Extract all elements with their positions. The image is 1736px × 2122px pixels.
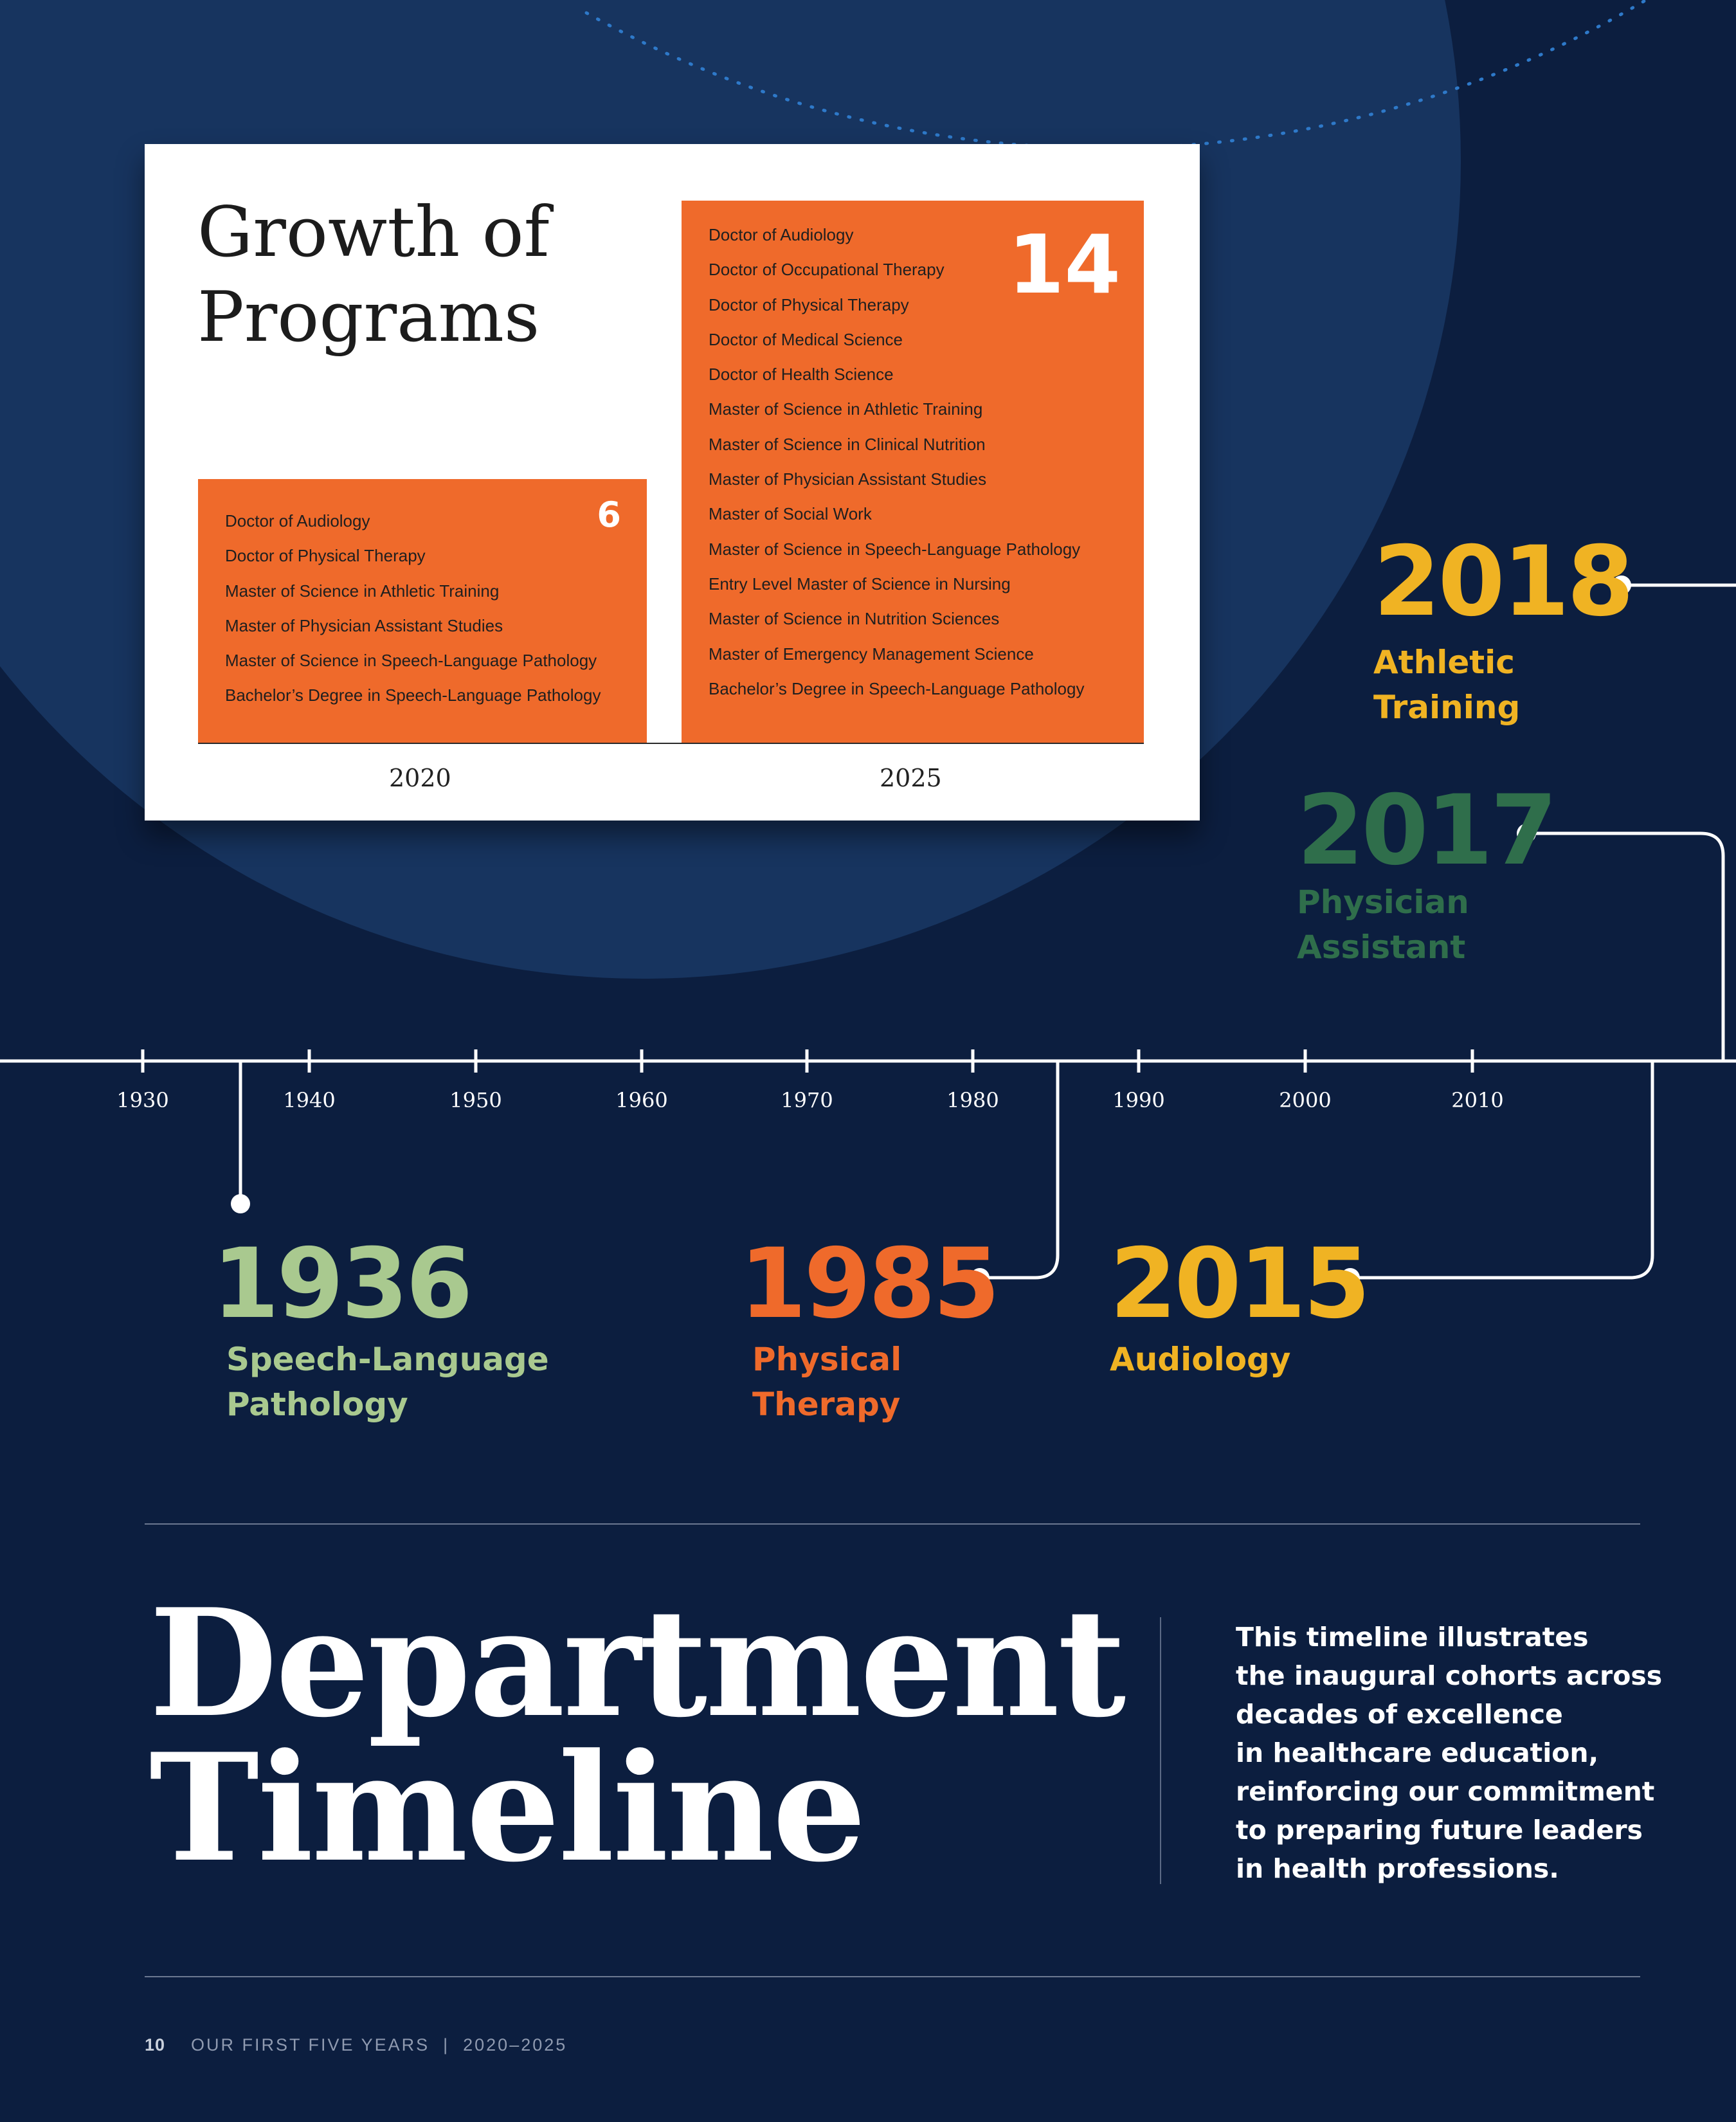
program-item: Doctor of Physical Therapy <box>225 546 426 566</box>
programs-2020-box: 6 Doctor of Audiology Doctor of Physical… <box>198 479 647 743</box>
tick-label-1960: 1960 <box>615 1088 668 1112</box>
tick-label-2010: 2010 <box>1451 1088 1504 1112</box>
year-label-2020: 2020 <box>389 764 451 792</box>
program-count-2025: 14 <box>1008 217 1121 312</box>
event-label-physical-therapy: Physical Therapy <box>752 1341 902 1423</box>
program-item: Master of Science in Athletic Training <box>225 581 500 601</box>
page-footer: 10 OUR FIRST FIVE YEARS | 2020–2025 <box>145 2035 567 2055</box>
dot-2017 <box>1517 824 1536 843</box>
card-title: Growth of Programs <box>197 192 550 358</box>
programs-2020-list: Doctor of Audiology Doctor of Physical T… <box>225 503 601 713</box>
program-item: Master of Science in Athletic Training <box>709 399 983 419</box>
program-item: Master of Science in Nutrition Sciences <box>709 609 1000 629</box>
event-year-1936: 1936 <box>212 1228 473 1340</box>
tick-label-1990: 1990 <box>1112 1088 1165 1112</box>
connector-1985 <box>980 1061 1060 1280</box>
program-item: Doctor of Occupational Therapy <box>709 260 945 280</box>
program-item: Master of Science in Speech-Language Pat… <box>225 651 597 671</box>
tick-label-1970: 1970 <box>781 1088 833 1112</box>
timeline-description: This timeline illustrates the inaugural … <box>1236 1622 1663 1884</box>
program-item: Doctor of Medical Science <box>709 329 903 349</box>
program-item: Master of Science in Speech-Language Pat… <box>709 539 1081 559</box>
page-title: Department Timeline <box>149 1577 1126 1895</box>
year-label-2025: 2025 <box>880 764 942 792</box>
tick-label-1940: 1940 <box>283 1088 336 1112</box>
program-item: Doctor of Health Science <box>709 365 894 385</box>
bottom-divider <box>145 1976 1640 1977</box>
program-item: Master of Physician Assistant Studies <box>225 615 503 635</box>
program-item: Bachelor’s Degree in Speech-Language Pat… <box>709 678 1085 698</box>
program-item: Master of Social Work <box>709 504 872 524</box>
program-count-2020: 6 <box>597 494 621 535</box>
vertical-divider <box>1160 1617 1161 1884</box>
page-number: 10 <box>145 2035 166 2054</box>
timeline-ticks <box>141 1049 1474 1073</box>
program-item: Master of Physician Assistant Studies <box>709 469 987 489</box>
program-item: Entry Level Master of Science in Nursing <box>709 574 1011 594</box>
connector-2017 <box>1526 831 1725 1061</box>
event-year-2017: 2017 <box>1297 775 1557 887</box>
tick-label-2000: 2000 <box>1279 1088 1332 1112</box>
program-item: Doctor of Audiology <box>225 511 370 530</box>
dot-2018 <box>1612 576 1631 595</box>
event-year-2018: 2018 <box>1373 526 1634 638</box>
programs-2025-list: Doctor of Audiology Doctor of Occupation… <box>709 217 1084 706</box>
programs-2025-box: 14 Doctor of Audiology Doctor of Occupat… <box>682 201 1144 743</box>
program-item: Doctor of Physical Therapy <box>709 295 909 314</box>
footer-text: OUR FIRST FIVE YEARS | 2020–2025 <box>191 2035 568 2054</box>
event-year-2015: 2015 <box>1110 1228 1370 1340</box>
tick-label-1980: 1980 <box>946 1088 999 1112</box>
card-baseline <box>198 743 1144 744</box>
event-label-audiology: Audiology <box>1110 1341 1291 1378</box>
dot-1985 <box>970 1268 990 1287</box>
dot-1936 <box>231 1194 250 1213</box>
tick-label-1930: 1930 <box>116 1088 169 1112</box>
event-label-physician-assistant: Physician Assistant <box>1297 884 1469 966</box>
event-year-1985: 1985 <box>739 1228 1000 1340</box>
program-item: Bachelor’s Degree in Speech-Language Pat… <box>225 685 601 705</box>
event-label-speech-language-pathology: Speech-Language Pathology <box>226 1341 549 1423</box>
program-item: Master of Emergency Management Science <box>709 644 1034 664</box>
event-label-athletic-training: Athletic Training <box>1373 644 1521 726</box>
growth-of-programs-card: Growth of Programs 6 Doctor of Audiology… <box>145 144 1200 821</box>
dot-2015 <box>1341 1268 1360 1287</box>
program-item: Master of Science in Clinical Nutrition <box>709 434 986 454</box>
connector-2015 <box>1350 1061 1654 1280</box>
top-divider <box>145 1523 1640 1525</box>
tick-label-1950: 1950 <box>449 1088 502 1112</box>
program-item: Doctor of Audiology <box>709 225 854 244</box>
